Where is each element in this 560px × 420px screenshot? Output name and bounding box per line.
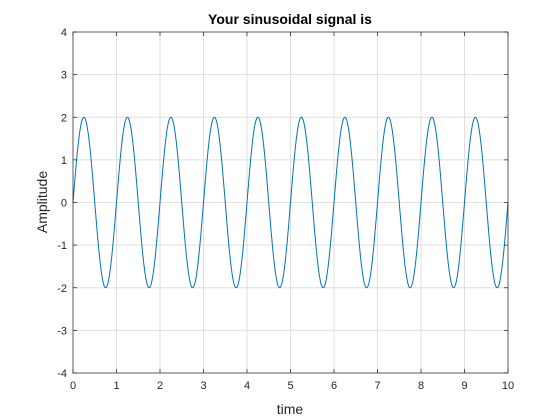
- x-tick-labels: 0 1 2 3 4 5 6 7 8 9 10: [70, 380, 514, 392]
- x-tick-label: 0: [70, 380, 76, 392]
- x-tick-label: 3: [200, 380, 206, 392]
- x-tick-label: 1: [113, 380, 119, 392]
- x-tick-label: 9: [461, 380, 467, 392]
- x-tick-label: 6: [331, 380, 337, 392]
- y-tick-label: -2: [57, 283, 67, 295]
- x-tick-label: 10: [502, 380, 514, 392]
- y-tick-label: 4: [61, 27, 67, 39]
- y-tick-label: -3: [57, 325, 67, 337]
- y-tick-label: 0: [61, 198, 67, 210]
- y-tick-label: 1: [61, 155, 67, 167]
- x-axis-label: time: [277, 401, 304, 417]
- x-tick-label: 8: [418, 380, 424, 392]
- x-tick-label: 7: [374, 380, 380, 392]
- x-tick-label: 2: [157, 380, 163, 392]
- y-tick-labels: 4 3 2 1 0 -1 -2 -3 -4: [57, 27, 67, 380]
- y-tick-label: 2: [61, 112, 67, 124]
- x-tick-label: 5: [287, 380, 293, 392]
- y-tick-label: -4: [57, 368, 67, 380]
- y-tick-label: 3: [61, 70, 67, 82]
- series-line: [72, 116, 509, 289]
- y-tick-label: -1: [57, 240, 67, 252]
- grid-lines: [73, 32, 508, 373]
- x-tick-label: 4: [244, 380, 250, 392]
- tick-marks: [72, 31, 509, 374]
- chart-title: Your sinusoidal signal is: [208, 11, 372, 27]
- y-axis-label: Amplitude: [34, 171, 50, 233]
